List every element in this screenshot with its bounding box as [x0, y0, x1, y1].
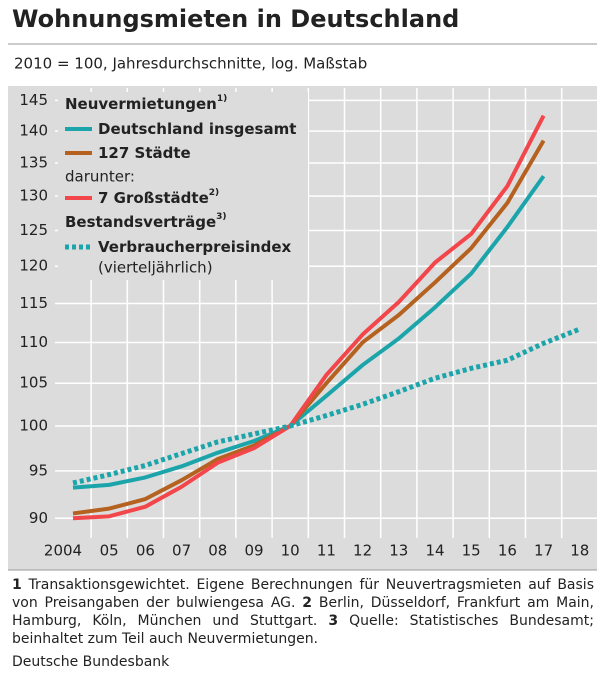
x-tick-label: 09	[244, 542, 263, 560]
y-tick-label: 105	[19, 374, 48, 392]
x-tick-label: 2004	[44, 542, 82, 560]
x-tick-label: 06	[136, 542, 155, 560]
x-tick-label: 08	[208, 542, 227, 560]
legend-label-text: Deutschland insgesamt	[98, 120, 296, 138]
y-tick-label: 110	[19, 333, 48, 351]
series-line	[72, 174, 546, 490]
x-tick-label: 13	[389, 542, 408, 560]
note-text: Transaktionsgewichtet. Eigene Berechnung…	[12, 577, 594, 611]
legend-heading-text: Bestandsverträge	[65, 213, 216, 231]
x-tick-label: 17	[534, 542, 553, 560]
x-tick-label: 07	[172, 542, 191, 560]
y-tick-label: 125	[19, 221, 48, 239]
legend-label: Verbraucherpreisindex	[98, 238, 292, 256]
legend-heading-text: Neuvermietungen	[65, 95, 217, 113]
series-line	[72, 114, 546, 521]
x-tick-label: 15	[462, 542, 481, 560]
legend-label: 7 Großstädte2)	[98, 188, 219, 207]
legend-label: 127 Städte	[98, 144, 191, 162]
x-tick-label: 11	[317, 542, 336, 560]
x-tick-label: 10	[281, 542, 300, 560]
x-tick-label: 14	[425, 542, 444, 560]
chart-title: Wohnungsmieten in Deutschland	[12, 5, 459, 33]
legend-label-text: 7 Großstädte	[98, 189, 209, 207]
legend-note: (vierteljährlich)	[98, 259, 213, 277]
footnote-ref: 1)	[217, 94, 227, 104]
x-tick-label: 05	[100, 542, 119, 560]
y-tick-label: 135	[19, 154, 48, 172]
legend-label-text: Verbraucherpreisindex	[98, 238, 292, 256]
legend-heading: Bestandsverträge3)	[65, 212, 227, 231]
y-tick-label: 90	[29, 509, 48, 527]
y-tick-label: 95	[29, 461, 48, 479]
x-tick-label: 12	[353, 542, 372, 560]
subtitle: 2010 = 100, Jahresdurchschnitte, log. Ma…	[14, 55, 367, 73]
footnote-ref: 2)	[209, 188, 219, 198]
legend-label-text: 127 Städte	[98, 144, 191, 162]
legend-background	[58, 92, 308, 280]
series-line	[72, 326, 581, 486]
source: Deutsche Bundesbank	[12, 654, 170, 670]
note-text: Berlin, Düsseldorf, Frankfurt am Main, H…	[12, 595, 595, 629]
y-tick-label: 115	[19, 294, 48, 312]
footnote-ref: 3)	[216, 212, 226, 222]
chart: Wohnungsmieten in Deutschland 2010 = 100…	[8, 5, 597, 571]
y-tick-label: 140	[19, 122, 48, 140]
x-tick-label: 18	[570, 542, 589, 560]
y-tick-label: 100	[19, 416, 48, 434]
footnotes: 1 Transaktionsgewichtet. Eigene Berechnu…	[12, 576, 594, 648]
note-number: 2	[302, 595, 313, 611]
y-tick-label: 130	[19, 187, 48, 205]
x-tick-label: 16	[498, 542, 517, 560]
y-tick-label: 145	[19, 91, 48, 109]
legend-subheading: darunter:	[65, 168, 135, 186]
series-line	[72, 139, 546, 516]
legend-label: Deutschland insgesamt	[98, 120, 296, 138]
note-text: Quelle: Statistisches Bundesamt; beinhal…	[12, 613, 594, 647]
note-number: 3	[328, 613, 339, 629]
y-tick-label: 120	[19, 257, 48, 275]
note-number: 1	[12, 577, 22, 593]
legend-heading: Neuvermietungen1)	[65, 94, 227, 113]
